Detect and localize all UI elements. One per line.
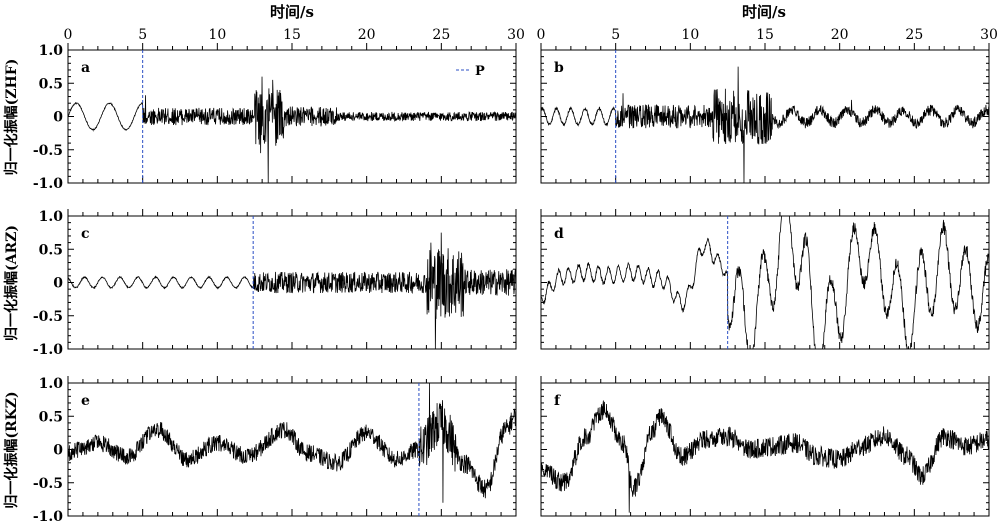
y-tick-label: -1.0 — [33, 176, 63, 192]
x-tick-label: 20 — [831, 27, 849, 43]
x-tick-label: 5 — [611, 27, 620, 43]
x-tick-label: 10 — [681, 27, 699, 43]
x-tick-label: 15 — [756, 27, 774, 43]
waveform-trace — [540, 400, 990, 513]
waveform-trace — [540, 215, 990, 350]
panel-letter: b — [554, 60, 564, 76]
y-tick-label: 0 — [53, 276, 63, 292]
panel-letter: f — [554, 393, 561, 409]
x-tick-label: 30 — [507, 27, 525, 43]
row-ylabel-arz: 归一化振幅(ARZ) — [3, 225, 20, 341]
y-tick-label: -0.5 — [33, 309, 63, 325]
panel-letter: d — [554, 226, 564, 242]
y-tick-label: 1.0 — [39, 209, 64, 225]
panel-letter: e — [81, 393, 90, 409]
panels-group: 0 5 10 15 20 25 30 1.0 0.5 0 -0.5 -1.0 a P 0 5 10 15 20 25 3… — [33, 27, 998, 525]
panel-b: 0 5 10 15 20 25 30 b — [537, 27, 998, 184]
legend-p-label: P — [475, 64, 485, 79]
y-tick-label: 1.0 — [39, 376, 64, 392]
x-tick-label: 20 — [358, 27, 376, 43]
y-tick-label: 0.5 — [39, 409, 63, 425]
y-tick-label: -0.5 — [33, 143, 63, 159]
row-ylabel-rkz: 归一化振幅(RKZ) — [3, 391, 20, 508]
panel-a: 0 5 10 15 20 25 30 1.0 0.5 0 -0.5 -1.0 a P — [33, 27, 525, 192]
y-tick-label: 0.5 — [39, 76, 63, 92]
row-ylabel-zhf: 归一化振幅(ZHF) — [3, 59, 20, 176]
panel-frame — [67, 382, 517, 517]
panel-f: f — [540, 376, 990, 517]
waveform-trace — [67, 232, 517, 350]
x-tick-label: 0 — [64, 27, 73, 43]
x-tick-label: 25 — [905, 27, 923, 43]
panel-c: 1.0 0.5 0 -0.5 -1.0 c — [33, 209, 517, 358]
panel-letter: a — [81, 60, 90, 76]
x-tick-label: 15 — [283, 27, 301, 43]
x-tick-label: 0 — [537, 27, 546, 43]
panel-letter: c — [81, 226, 90, 242]
x-tick-label: 10 — [208, 27, 226, 43]
y-tick-label: 0 — [53, 110, 63, 126]
panel-frame — [540, 215, 990, 350]
waveform-trace — [540, 66, 990, 184]
x-tick-label: 30 — [980, 27, 998, 43]
panel-d: d — [540, 209, 990, 350]
panel-e: 1.0 0.5 0 -0.5 -1.0 e — [33, 376, 517, 525]
y-tick-label: 1.0 — [39, 43, 64, 59]
x-tick-label: 25 — [432, 27, 450, 43]
top-axis-title-right: 时间/s — [742, 3, 786, 21]
x-tick-label: 5 — [138, 27, 147, 43]
y-tick-label: -1.0 — [33, 509, 63, 525]
y-tick-label: -1.0 — [33, 342, 63, 358]
y-tick-label: -0.5 — [33, 476, 63, 492]
y-tick-label: 0.5 — [39, 242, 63, 258]
waveform-trace — [67, 76, 517, 184]
waveform-trace — [67, 382, 517, 503]
top-axis-title-left: 时间/s — [270, 3, 314, 21]
y-tick-label: 0 — [53, 443, 63, 459]
